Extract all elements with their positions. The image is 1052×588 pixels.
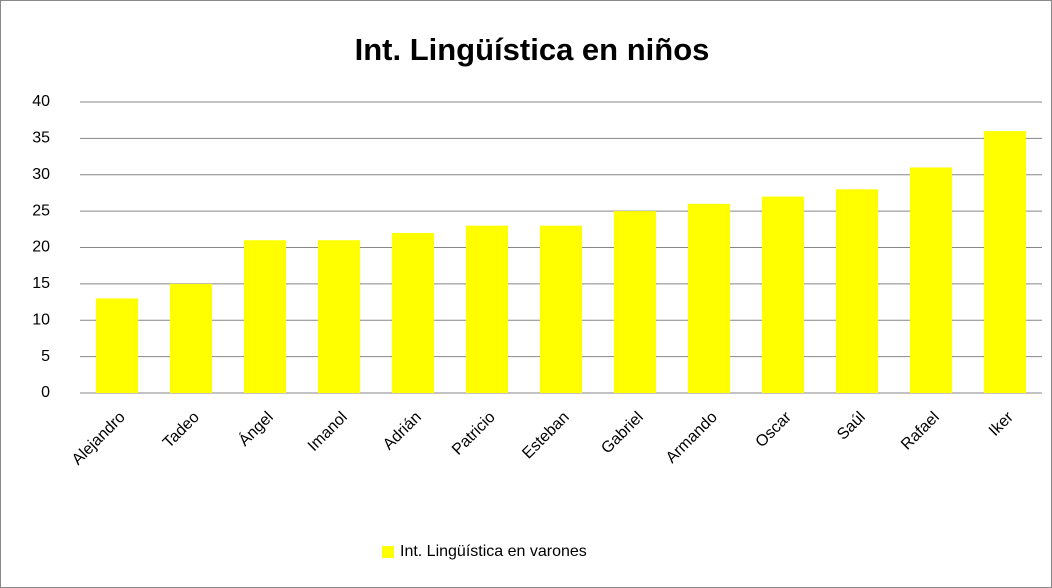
bar — [169, 283, 213, 393]
bar — [687, 203, 731, 393]
bar — [243, 240, 287, 393]
bar — [465, 225, 509, 393]
y-tick-label: 0 — [41, 384, 50, 401]
bar — [909, 167, 953, 393]
y-tick-label: 30 — [32, 166, 50, 183]
bar — [391, 232, 435, 393]
y-tick-label: 25 — [32, 202, 50, 219]
y-tick-label: 10 — [32, 311, 50, 328]
bar — [983, 131, 1027, 393]
y-tick-label: 20 — [32, 239, 50, 256]
y-tick-label: 35 — [32, 130, 50, 147]
bar — [317, 240, 361, 393]
legend-label: Int. Lingüística en varones — [400, 543, 587, 560]
legend-swatch — [382, 546, 394, 558]
bar — [835, 189, 879, 393]
y-tick-label: 5 — [41, 348, 50, 365]
bar — [95, 298, 139, 393]
bar — [761, 196, 805, 393]
chart-title: Int. Lingüística en niños — [355, 32, 710, 67]
bar — [539, 225, 583, 393]
y-tick-label: 15 — [32, 275, 50, 292]
y-tick-label: 40 — [32, 93, 50, 110]
bar — [613, 211, 657, 393]
